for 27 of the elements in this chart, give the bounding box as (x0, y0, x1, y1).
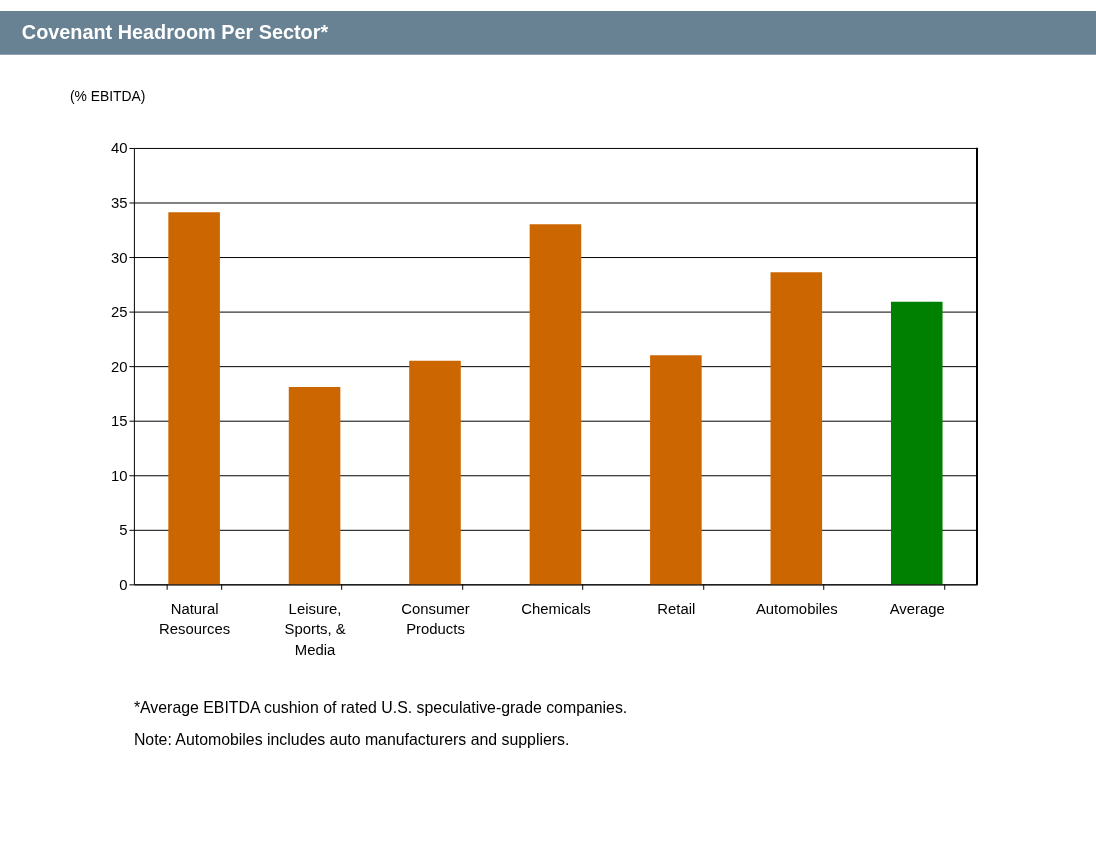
bar (529, 224, 582, 585)
y-tick-label: 5 (119, 522, 128, 539)
x-tick-label: Chemicals (521, 600, 591, 617)
y-axis-title: (% EBITDA) (69, 87, 146, 104)
y-tick-label: 25 (110, 304, 128, 321)
y-tick-label: 0 (119, 576, 128, 593)
text: Note: Automobiles includes auto manufacturers and suppliers. (133, 731, 570, 749)
bar (650, 355, 702, 585)
y-tick-label: 35 (110, 194, 128, 211)
bar (288, 386, 341, 585)
bar (770, 272, 823, 585)
y-tick-label: 10 (110, 467, 128, 484)
y-tick-label: 40 (110, 140, 128, 157)
y-tick-label: 20 (110, 358, 128, 375)
y-tick-label: 15 (110, 413, 128, 430)
x-tick-label: Natural Resources (159, 600, 231, 638)
bar (409, 360, 461, 585)
x-tick-label: Average (889, 600, 945, 617)
x-tick-label: Leisure, Sports, & Media (284, 600, 346, 659)
chart-title: Covenant Headroom Per Sector* (21, 20, 329, 43)
y-tick-label: 30 (110, 249, 128, 266)
text: *Average EBITDA cushion of rated U.S. speculative-grade companies. (133, 699, 628, 717)
x-tick-label: Retail (657, 600, 696, 617)
x-tick-label: Automobiles (755, 600, 838, 617)
x-tick-label: Consumer Products (401, 600, 470, 638)
bar (168, 212, 220, 585)
bar (890, 301, 943, 585)
